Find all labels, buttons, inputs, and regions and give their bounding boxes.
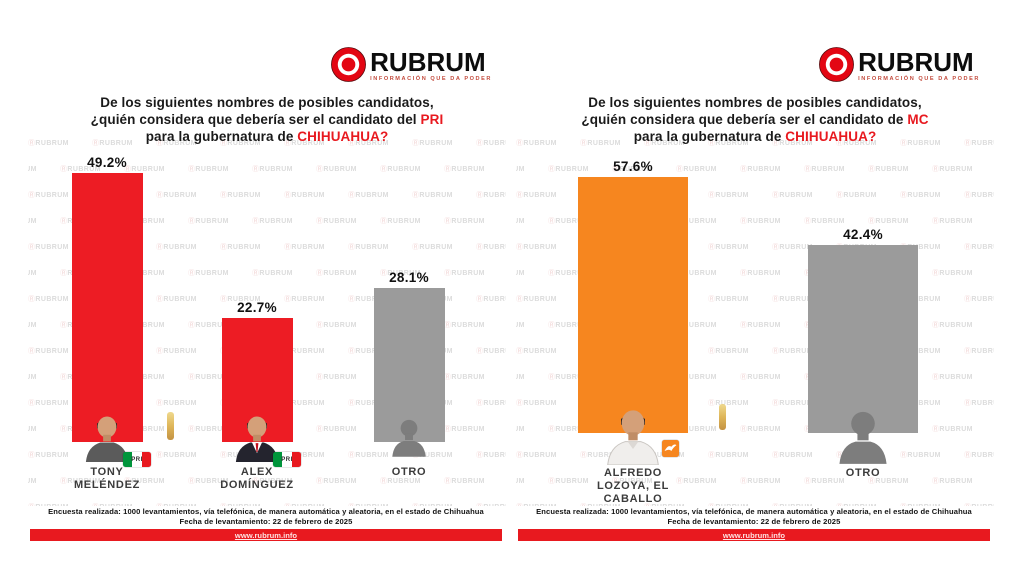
question-line-3: para la gubernatura de CHIHUAHUA? [516,128,994,145]
question-line-3: para la gubernatura de CHIHUAHUA? [28,128,506,145]
bar-otro [373,288,445,442]
state-highlight: CHIHUAHUA? [785,129,877,144]
candidate-photo [75,412,139,462]
pri-party-badge: PRI [273,452,301,467]
state-highlight: CHIHUAHUA? [297,129,389,144]
bar-category-label: ALFREDO LOZOYA, EL CABALLO [597,467,669,505]
badge-label: PRI [281,456,293,463]
survey-method-text: Encuesta realizada: 1000 levantamientos,… [536,507,972,516]
candidate-photo [225,412,289,462]
methodology-footer: Encuesta realizada: 1000 levantamientos,… [518,507,990,542]
badge-green-stripe [123,452,133,467]
bar-value-label: 49.2% [87,155,127,170]
logo-text-block: RUBRUM INFORMACIÓN QUE DA PODER [858,47,980,82]
survey-date-text: Fecha de levantamiento: 22 de febrero de… [179,516,353,526]
website-bar: www.rubrum.info [30,529,502,542]
badge-white-stripe [282,452,292,467]
survey-method-text: Encuesta realizada: 1000 levantamientos,… [48,507,484,516]
party-highlight: PRI [420,112,444,127]
logo-text-block: RUBRUM INFORMACIÓN QUE DA PODER [370,47,492,82]
person-silhouette-icon [832,407,894,465]
badge-white-stripe [132,452,142,467]
question-line-1: De los siguientes nombres de posibles ca… [100,95,434,110]
rubrum-logo: RUBRUM INFORMACIÓN QUE DA PODER [330,46,492,83]
badge-red-stripe [291,452,301,467]
bar-chart-mc: 57.6% ALFREDO LOZOYA, EL CABALLO 42.4% OTRO [516,0,994,576]
website-link[interactable]: www.rubrum.info [234,530,298,540]
logo-tagline: INFORMACIÓN QUE DA PODER [858,76,980,82]
bar-value-label: 22.7% [237,300,277,315]
question-line-3-text: para la gubernatura de [633,129,786,144]
rubrum-logo: RUBRUM INFORMACIÓN QUE DA PODER [818,46,980,83]
website-link[interactable]: www.rubrum.info [722,530,786,540]
bar-category-label: ALEX DOMÍNGUEZ [220,466,294,491]
rubrum-target-icon [330,46,367,83]
bar-chart-pri: 49.2% PRI TONY MELÉNDEZ 22.7% PRI ALEX DOMÍNG… [28,0,506,576]
question-line-2: ¿quién considera que debería ser el cand… [516,111,994,128]
poll-question: De los siguientes nombres de posibles ca… [28,94,506,145]
gold-watermark-mark [719,404,726,430]
pri-party-badge: PRI [123,452,151,467]
badge-green-stripe [273,452,283,467]
bar-category-label: OTRO [845,467,881,479]
badge-label: PRI [131,456,143,463]
website-bar: www.rubrum.info [518,529,990,542]
party-highlight: MC [907,112,929,127]
rubrum-target-icon [818,46,855,83]
gold-watermark-mark [167,412,174,440]
methodology-footer: Encuesta realizada: 1000 levantamientos,… [30,507,502,542]
bar-value-label: 57.6% [613,159,653,174]
poll-panel-pri: RUBRUM INFORMACIÓN QUE DA PODER De los s… [28,0,506,576]
bar-otro [808,245,918,433]
question-line-2: ¿quién considera que debería ser el cand… [28,111,506,128]
candidate-photo [590,405,676,465]
question-line-2-text: ¿quién considera que debería ser el cand… [581,112,908,127]
mc-party-badge [662,440,679,457]
question-line-3-text: para la gubernatura de [145,129,298,144]
bar-value-label: 28.1% [389,270,429,285]
eagle-icon [664,444,677,452]
bar-category-label: TONY MELÉNDEZ [73,466,141,491]
question-line-2-text: ¿quién considera que debería ser el cand… [90,112,421,127]
survey-date-text: Fecha de levantamiento: 22 de febrero de… [667,516,841,526]
badge-red-stripe [141,452,151,467]
person-silhouette-icon [387,417,431,457]
question-line-1: De los siguientes nombres de posibles ca… [588,95,922,110]
logo-tagline: INFORMACIÓN QUE DA PODER [370,76,492,82]
poll-question: De los siguientes nombres de posibles ca… [516,94,994,145]
bar-category-label: OTRO [391,466,427,478]
bar-alfredo-lozoya-el-caballo [578,177,688,433]
poll-panel-mc: RUBRUM INFORMACIÓN QUE DA PODER De los s… [516,0,994,576]
bar-value-label: 42.4% [843,227,883,242]
logo-wordmark: RUBRUM [858,47,974,77]
logo-wordmark: RUBRUM [370,47,486,77]
bar-tony-mel-ndez [71,173,143,442]
